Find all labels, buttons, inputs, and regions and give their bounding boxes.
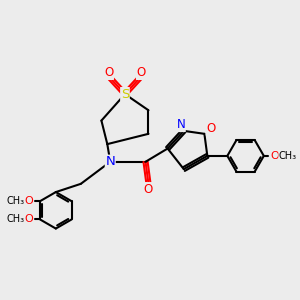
Text: S: S xyxy=(121,88,129,100)
Text: O: O xyxy=(270,151,279,161)
Text: CH₃: CH₃ xyxy=(6,214,24,224)
Text: CH₃: CH₃ xyxy=(279,151,297,161)
Text: O: O xyxy=(206,122,215,135)
Text: O: O xyxy=(144,183,153,196)
Text: O: O xyxy=(104,66,113,80)
Text: O: O xyxy=(24,196,33,206)
Text: O: O xyxy=(24,214,33,224)
Text: O: O xyxy=(136,66,146,80)
Text: N: N xyxy=(105,155,115,168)
Text: CH₃: CH₃ xyxy=(6,196,24,206)
Text: N: N xyxy=(176,118,185,131)
